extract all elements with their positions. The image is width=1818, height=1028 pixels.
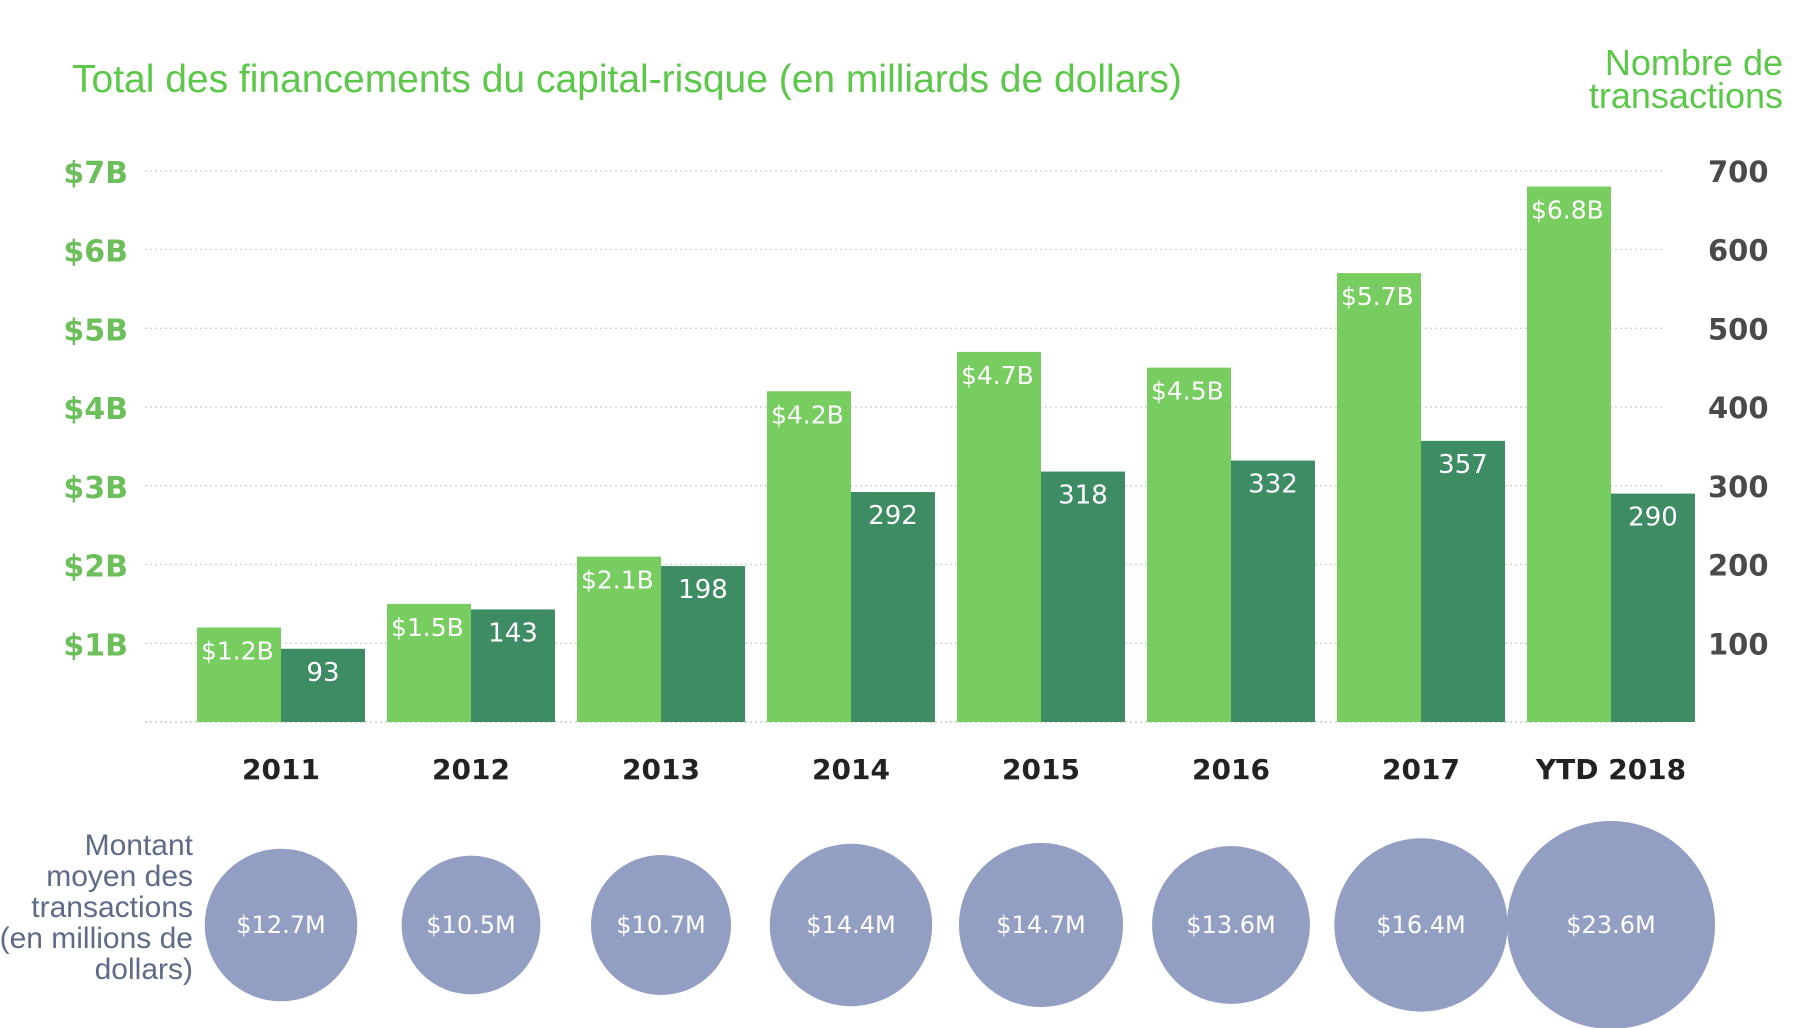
funding-bar — [1527, 186, 1611, 722]
funding-bar — [1337, 273, 1421, 722]
average-deal-title-line: moyen des — [46, 860, 193, 893]
funding-bar — [197, 627, 281, 722]
deal-count-value-label: 143 — [488, 618, 538, 648]
average-deal-label: $12.7M — [236, 911, 325, 939]
average-deal-bubble — [1507, 821, 1715, 1028]
funding-value-label: $2.1B — [581, 566, 654, 595]
deal-count-value-label: 198 — [678, 575, 728, 605]
funding-value-label: $4.5B — [1151, 377, 1224, 406]
average-deal-title-line: transactions — [31, 891, 193, 924]
deal-count-value-label: 357 — [1438, 450, 1488, 480]
left-tick-label: $5B — [63, 313, 128, 348]
deal-count-bar — [661, 566, 745, 722]
chart-title: Total des financements du capital-risque… — [72, 58, 1182, 101]
funding-bar — [577, 556, 661, 722]
right-axis-title-line-1: Nombre de — [1605, 42, 1783, 83]
right-axis: 100 200 300 400 500 600 700 — [1708, 155, 1769, 662]
category-label: 2016 — [1192, 753, 1270, 786]
average-deal-title-line: (en millions de — [0, 922, 193, 955]
deal-count-bar — [1611, 493, 1695, 722]
category-label: 2014 — [812, 753, 890, 786]
left-tick-label: $7B — [63, 156, 128, 191]
deal-count-bar — [1041, 471, 1125, 722]
deal-count-bar — [281, 648, 365, 722]
right-tick-label: 300 — [1708, 470, 1769, 504]
funding-value-label: $1.5B — [391, 613, 464, 642]
category-label: 2012 — [432, 753, 510, 786]
funding-bar — [957, 351, 1041, 722]
bars: $1.2B 93 $1.5B 143 $2.1B 198 $4.2B 292 $4.7B 318 $… — [197, 186, 1695, 722]
deal-count-value-label: 332 — [1248, 470, 1298, 500]
right-tick-label: 500 — [1708, 312, 1769, 346]
average-deal-label: $23.6M — [1566, 911, 1655, 939]
category-label: 2011 — [242, 753, 320, 786]
average-deal-label: $14.4M — [806, 911, 895, 939]
left-axis: $1B $2B $3B $4B $5B $6B $7B — [63, 156, 128, 664]
category-label: 2013 — [622, 753, 700, 786]
funding-value-label: $1.2B — [201, 637, 274, 666]
category-labels: 2011 2012 2013 2014 2015 2016 2017 YTD 2018 — [242, 753, 1686, 786]
average-deal-bubble — [1152, 846, 1310, 1004]
average-deal-title-line: dollars) — [95, 953, 193, 986]
deal-count-bar — [1421, 440, 1505, 722]
deal-count-value-label: 292 — [868, 501, 918, 531]
average-deal-label: $16.4M — [1376, 911, 1465, 939]
average-deal-bubble — [401, 855, 541, 995]
category-label: YTD 2018 — [1535, 753, 1686, 786]
average-deal-label: $13.6M — [1186, 911, 1275, 939]
right-tick-label: 600 — [1708, 234, 1769, 268]
average-deal-bubble — [204, 848, 358, 1002]
funding-bar — [767, 391, 851, 722]
average-deal-label: $10.5M — [426, 911, 515, 939]
average-deal-bubble — [590, 854, 732, 996]
deal-count-bar — [471, 609, 555, 722]
funding-value-label: $5.7B — [1341, 282, 1414, 311]
right-tick-label: 700 — [1708, 155, 1769, 189]
deal-count-bar — [1231, 460, 1315, 722]
funding-value-label: $4.2B — [771, 400, 844, 429]
funding-bar — [1147, 367, 1231, 722]
right-tick-label: 200 — [1708, 549, 1769, 583]
left-tick-label: $2B — [63, 550, 128, 585]
average-deal-label: $10.7M — [616, 911, 705, 939]
deal-count-value-label: 290 — [1628, 503, 1678, 533]
average-deal-bubbles: $12.7M $10.5M $10.7M $14.4M $14.7M $13.6M $16.… — [204, 821, 1715, 1028]
funding-value-label: $4.7B — [961, 361, 1034, 390]
deal-count-value-label: 93 — [306, 658, 339, 688]
category-label: 2015 — [1002, 753, 1080, 786]
average-deal-bubble — [1334, 838, 1508, 1012]
average-deal-bubble — [958, 842, 1124, 1008]
deal-count-value-label: 318 — [1058, 481, 1108, 511]
left-tick-label: $1B — [63, 628, 128, 663]
deal-count-bar — [851, 492, 935, 722]
right-tick-label: 400 — [1708, 391, 1769, 425]
right-tick-label: 100 — [1708, 627, 1769, 661]
left-tick-label: $3B — [63, 471, 128, 506]
average-deal-bubble — [769, 843, 933, 1007]
funding-bar — [387, 603, 471, 722]
average-deal-title-line: Montant — [85, 829, 194, 862]
funding-value-label: $6.8B — [1531, 196, 1604, 225]
left-tick-label: $4B — [63, 392, 128, 427]
right-axis-title-line-2: transactions — [1589, 75, 1783, 116]
category-label: 2017 — [1382, 753, 1460, 786]
left-tick-label: $6B — [63, 235, 128, 270]
average-deal-label: $14.7M — [996, 911, 1085, 939]
